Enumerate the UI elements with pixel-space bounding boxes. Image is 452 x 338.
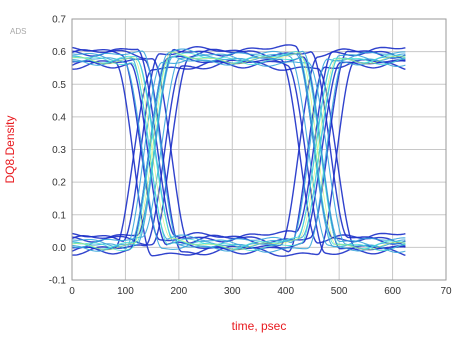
trace-starting-high [71,58,406,256]
y-tick-label: 0.6 [52,47,66,58]
trace-starting-low [71,59,406,257]
trace-starting-low [71,55,406,255]
trace-starting-low [71,52,406,252]
trace-starting-high [71,60,406,257]
y-tick-label: 0.1 [52,210,66,221]
y-tick-label: 0.5 [52,80,66,91]
trace-starting-low [71,48,406,246]
ads-brand-label: ADS [10,27,26,36]
trace-starting-high [71,56,406,252]
x-tick-label: 0 [69,286,75,297]
eye-traces [71,44,406,257]
x-tick-label: 300 [224,286,241,297]
tick-labels: 0 100 200 300 400 500 600 70 -0.1 0.0 0.1 0.2 0.3 0.4… [49,15,452,298]
trace-starting-low [71,50,406,249]
trace-starting-high [71,56,406,252]
trace-starting-high [71,50,406,248]
trace-starting-low [71,44,406,243]
x-tick-label: 500 [331,286,348,297]
trace-starting-high [72,60,406,255]
y-axis-label: DQ8.Density [3,115,17,183]
trace-starting-low [71,51,406,251]
trace-starting-low [71,54,406,253]
x-tick-label: 600 [384,286,401,297]
y-tick-label: 0.3 [52,145,66,156]
y-tick-label: 0.0 [52,243,66,254]
plot-frame [71,18,447,281]
trace-starting-high [71,55,406,253]
x-tick-label: 100 [117,286,134,297]
y-tick-label: 0.2 [52,178,66,189]
x-tick-label: 200 [171,286,188,297]
x-tick-label: 400 [277,286,294,297]
x-tick-label: 70 [440,286,452,297]
trace-starting-high [71,56,406,251]
y-tick-label: 0.7 [52,15,66,26]
trace-starting-high [71,48,406,247]
y-tick-label: -0.1 [49,276,67,287]
y-tick-label: 0.4 [52,112,66,123]
trace-starting-low [72,53,406,252]
x-axis-label: time, psec [232,319,287,333]
